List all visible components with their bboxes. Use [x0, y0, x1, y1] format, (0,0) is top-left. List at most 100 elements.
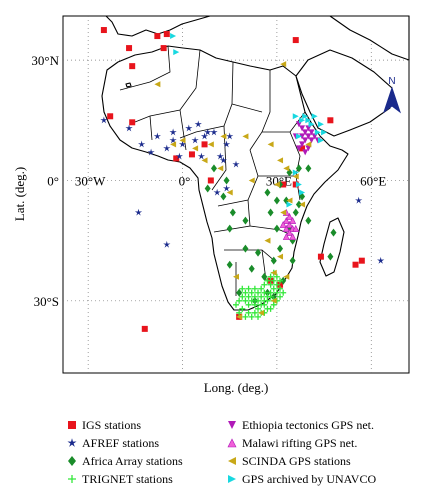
ethiopia-station-marker	[305, 133, 312, 140]
trignet-station-marker	[264, 297, 271, 304]
africa_array-station-marker	[273, 224, 280, 233]
canary-islands	[125, 82, 132, 88]
trignet-station-marker	[277, 277, 284, 284]
trignet-station-marker	[280, 289, 287, 296]
africa_array-station-marker	[210, 164, 217, 173]
africa_array-station-marker	[289, 256, 296, 265]
scinda-station-marker	[179, 137, 186, 144]
afref-station-marker	[191, 136, 199, 144]
ethiopia-station-marker	[308, 129, 315, 136]
unavco-station-marker	[173, 49, 180, 56]
igs-station-marker	[126, 45, 133, 52]
scinda-station-marker	[283, 273, 290, 280]
afref-station-marker	[232, 160, 240, 168]
ethiopia-station-marker	[295, 145, 302, 152]
trignet-station-marker	[261, 289, 268, 296]
unavco-station-marker	[292, 113, 299, 120]
scinda-station-marker	[277, 157, 284, 164]
malawi-station-marker	[285, 212, 293, 220]
trignet-station-marker	[273, 281, 280, 288]
africa_array-station-marker	[242, 244, 249, 253]
ethiopia-station-marker	[311, 133, 318, 140]
unavco-station-marker	[286, 201, 293, 208]
igs-station-marker	[299, 145, 306, 152]
igs-station-marker	[358, 257, 365, 264]
africa_array-legend-icon	[68, 456, 76, 466]
ethiopia-station-marker	[302, 137, 309, 144]
trignet-station-marker	[236, 297, 243, 304]
unavco-station-marker	[311, 113, 318, 120]
trignet-station-marker	[233, 301, 239, 308]
trignet-station-marker	[242, 297, 249, 304]
trignet-station-marker	[273, 273, 280, 280]
trignet-station-marker	[264, 277, 271, 284]
trignet-station-marker	[236, 309, 243, 316]
afref-station-marker	[377, 256, 385, 264]
legend: IGS stations AFREF stations Africa Array s…	[0, 404, 427, 500]
scinda-station-marker	[299, 201, 306, 208]
africa_array-station-marker	[330, 228, 337, 237]
unavco-station-marker	[317, 137, 324, 144]
scinda-station-marker	[217, 165, 224, 172]
igs-station-marker	[100, 27, 107, 34]
africa_array-station-marker	[236, 288, 243, 297]
scinda-station-marker	[280, 61, 287, 68]
country-borders	[119, 45, 306, 296]
scinda-station-marker	[264, 237, 271, 244]
afref-station-marker	[222, 140, 231, 148]
africa_array-station-marker	[229, 208, 236, 217]
scinda-station-marker	[280, 209, 287, 216]
africa_array-station-marker	[223, 176, 230, 185]
africa_array-station-marker	[327, 252, 334, 261]
igs-station-marker	[201, 141, 208, 148]
ethiopia-station-marker	[299, 133, 306, 140]
igs-station-marker	[292, 37, 299, 44]
legend-label: Malawi rifting GPS net.	[242, 436, 358, 450]
unavco-station-marker	[305, 117, 312, 124]
afref-station-marker	[210, 128, 218, 136]
unavco-station-marker	[295, 133, 302, 140]
unavco-station-marker	[302, 113, 309, 120]
north-arrow: N	[383, 76, 401, 114]
malawi-legend-icon	[227, 438, 237, 448]
trignet-station-marker	[245, 285, 252, 292]
scinda-station-marker	[277, 253, 284, 260]
x-tick-label: 60°E	[360, 173, 386, 188]
unavco-legend-icon	[228, 475, 236, 483]
igs-station-marker	[129, 63, 136, 70]
trignet-station-marker	[239, 293, 246, 300]
north-arrow-label: N	[388, 76, 395, 87]
malawi-station-marker	[279, 220, 287, 228]
trignet-station-marker	[258, 285, 265, 292]
unavco-station-marker	[170, 33, 177, 40]
africa_array-station-marker	[273, 196, 280, 205]
afref-station-marker	[178, 140, 187, 148]
igs-station-marker	[160, 45, 167, 52]
africa_array-station-marker	[226, 224, 233, 233]
afref-station-marker	[197, 152, 206, 160]
afref-station-marker	[219, 156, 228, 164]
trignet-station-marker	[242, 289, 249, 296]
trignet-station-marker	[255, 289, 262, 296]
scinda-station-marker	[226, 189, 233, 196]
igs-legend-icon	[68, 421, 76, 429]
afref-station-marker	[134, 208, 143, 216]
ethiopia-station-marker	[295, 121, 302, 128]
ethiopia-station-marker	[299, 141, 306, 148]
igs-station-marker	[280, 181, 287, 188]
trignet-station-marker	[245, 309, 252, 316]
malawi-station-marker	[282, 224, 290, 232]
igs-station-marker	[107, 113, 114, 120]
trignet-station-marker	[277, 293, 284, 300]
africa_array-station-marker	[242, 216, 249, 225]
ethiopia-station-marker	[302, 149, 309, 156]
scinda-station-marker	[270, 297, 277, 304]
malawi-station-marker	[282, 232, 290, 240]
africa_array-station-marker	[305, 164, 312, 173]
trignet-station-marker	[258, 293, 265, 300]
trignet-station-marker	[245, 301, 252, 308]
afref-station-marker	[213, 188, 221, 196]
ethiopia-station-marker	[305, 145, 312, 152]
afref-station-marker	[355, 196, 363, 204]
igs-station-marker	[327, 117, 334, 124]
